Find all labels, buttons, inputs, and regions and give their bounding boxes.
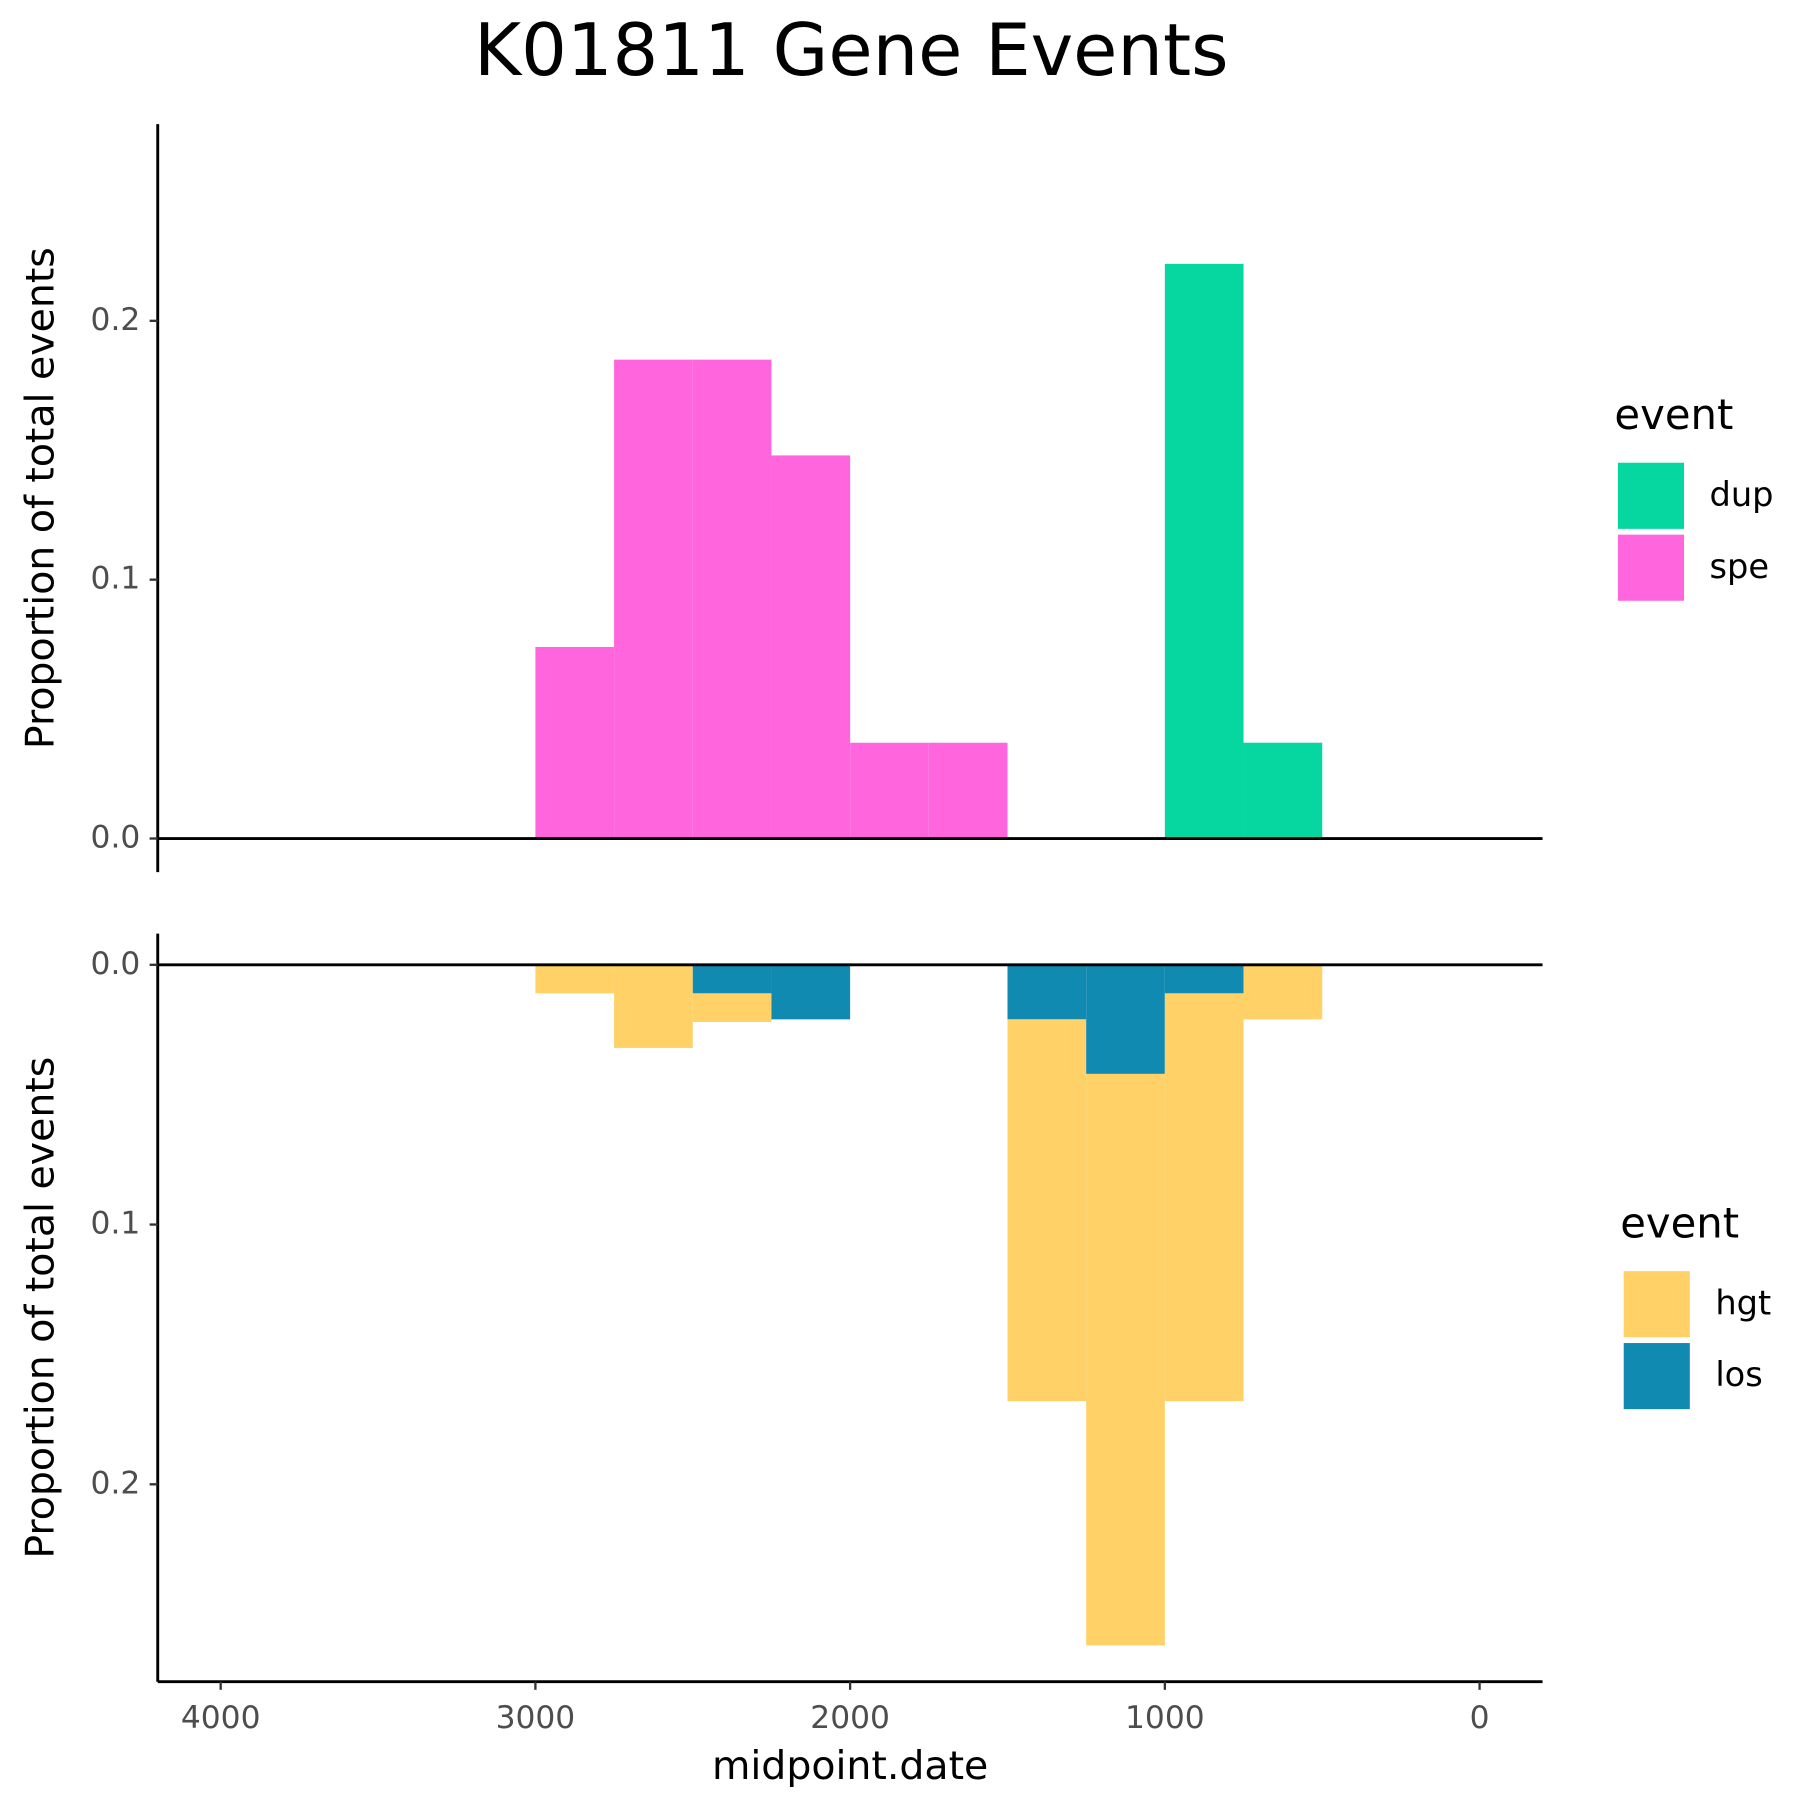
x-tick-label: 4000 [181,1700,261,1736]
bar [1007,1019,1087,1402]
bar [692,359,772,839]
y-tick-label: 0.2 [91,1465,141,1501]
bar [928,742,1008,839]
bar [614,359,693,839]
bar [692,964,772,994]
legend-label: dup [1710,475,1774,514]
bar [614,964,693,1048]
legend-label: hgt [1715,1283,1771,1322]
legend-key [1617,462,1685,529]
x-axis-label: midpoint.date [712,1743,988,1789]
y-axis-label: Proportion of total events [17,247,63,749]
legend-label: los [1715,1355,1762,1394]
x-tick-label: 1000 [1125,1700,1205,1736]
legend-title: event [1620,1198,1739,1247]
y-tick-label: 0.1 [91,1206,141,1242]
bar [771,455,851,839]
bar [1007,964,1087,1020]
bar [1086,1073,1165,1646]
bar [1243,742,1323,839]
bar [692,993,772,1022]
bar [1243,964,1323,1020]
bar [1086,964,1165,1074]
bar [1164,993,1244,1402]
y-tick-label: 0.2 [91,302,141,338]
bar [1164,263,1244,839]
y-tick-label: 0.1 [91,561,141,597]
x-tick-label: 0 [1470,1700,1490,1736]
chart-title: K01811 Gene Events [474,8,1229,92]
bar [771,964,851,1020]
y-tick-label: 0.0 [91,820,141,856]
legend-key [1617,534,1685,601]
legend-key [1623,1271,1690,1338]
bar [1164,964,1244,994]
legend-label: spe [1710,547,1770,586]
y-tick-label: 0.0 [91,946,141,982]
y-axis-label: Proportion of total events [17,1057,63,1559]
legend-title: event [1614,390,1733,439]
x-tick-label: 2000 [810,1700,890,1736]
bar [535,646,615,839]
legend-key [1623,1343,1690,1410]
x-tick-label: 3000 [496,1700,576,1736]
bar [535,964,615,994]
bar [850,742,929,839]
